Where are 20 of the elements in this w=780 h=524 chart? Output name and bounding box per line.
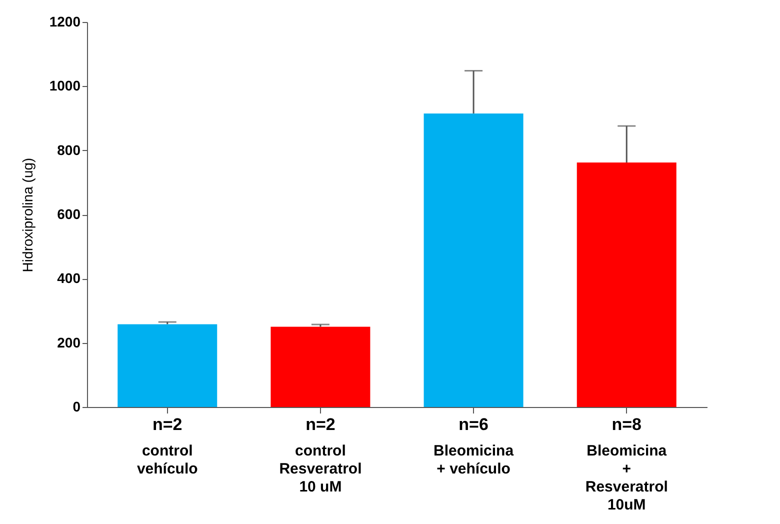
x-tick-label: Bleomicina + vehículo xyxy=(434,442,514,478)
bar xyxy=(424,113,524,407)
text: n=2 xyxy=(152,415,182,434)
text: n=6 xyxy=(458,415,488,434)
y-tick-label: 1200 xyxy=(49,14,81,30)
text: n=8 xyxy=(612,415,642,434)
y-tick-label: 400 xyxy=(57,270,81,286)
x-tick-label: Bleomicina + Resveratrol 10uM xyxy=(585,442,668,514)
y-tick-label: 1000 xyxy=(49,78,81,94)
x-tick-label: control Resveratrol 10 uM xyxy=(279,442,362,496)
bar xyxy=(270,326,370,407)
y-axis-title: Hidroxiprolina (ug) xyxy=(19,158,36,272)
y-tick-label: 200 xyxy=(57,334,81,350)
bar xyxy=(118,324,218,407)
x-tick-label: control vehículo xyxy=(136,442,198,478)
y-tick-label: 600 xyxy=(57,206,81,222)
y-tick-label: 0 xyxy=(72,398,81,414)
text: n=2 xyxy=(306,415,336,434)
bar xyxy=(576,162,676,407)
y-tick-label: 800 xyxy=(57,142,81,158)
